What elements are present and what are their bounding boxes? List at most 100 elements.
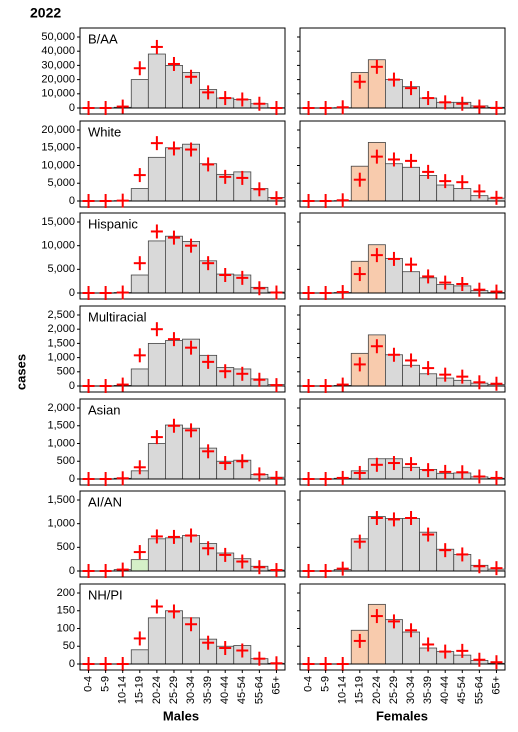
expected-marker [99, 657, 112, 671]
y-axis-label: cases [13, 354, 28, 390]
expected-marker [456, 369, 469, 384]
expected-marker [405, 510, 418, 525]
expected-marker [185, 69, 198, 84]
y-tick-label: 150 [57, 605, 75, 617]
expected-marker [236, 643, 249, 658]
y-tick-label: 0 [69, 473, 75, 485]
expected-marker [439, 174, 452, 189]
y-tick-label: 500 [57, 541, 75, 553]
expected-marker [253, 467, 266, 482]
bar [419, 175, 438, 202]
expected-marker [236, 270, 249, 285]
expected-marker [422, 91, 435, 106]
y-tick-label: 200 [57, 587, 75, 599]
x-tick-label: 45-54 [456, 676, 468, 704]
expected-marker [253, 96, 266, 111]
expected-marker [219, 547, 232, 562]
expected-marker [490, 470, 503, 485]
expected-marker [370, 609, 383, 624]
expected-marker [167, 604, 180, 619]
bar [130, 649, 149, 665]
bar [165, 340, 183, 387]
y-tick-label: 20,000 [41, 74, 75, 86]
expected-marker [387, 152, 400, 167]
y-tick-label: 0 [69, 565, 75, 577]
expected-marker [116, 471, 129, 486]
expected-marker [387, 72, 400, 87]
expected-marker [202, 541, 215, 556]
bar [402, 271, 420, 294]
expected-marker [133, 168, 146, 183]
expected-marker [270, 191, 283, 206]
y-tick-label: 0 [69, 380, 75, 392]
x-tick-label: 10-14 [117, 676, 129, 704]
expected-marker [270, 563, 283, 578]
expected-marker [473, 184, 486, 199]
expected-marker [405, 81, 418, 96]
expected-marker [133, 61, 146, 76]
expected-marker [116, 657, 129, 671]
x-axis-label: Males [163, 708, 199, 723]
bar [165, 424, 183, 480]
x-tick-label: 35-39 [202, 676, 214, 704]
expected-marker [319, 101, 332, 115]
bar [130, 188, 149, 202]
expected-marker [219, 456, 232, 471]
y-tick-label: 0 [69, 287, 75, 299]
bar [165, 65, 183, 109]
expected-marker [82, 101, 95, 115]
bar [147, 53, 166, 109]
expected-marker [302, 379, 315, 393]
panel-label: Asian [88, 402, 121, 417]
bar [130, 368, 149, 387]
expected-marker [202, 444, 215, 459]
expected-marker [473, 559, 486, 574]
y-tick-label: 1,500 [47, 494, 75, 506]
expected-marker [336, 193, 349, 208]
panel-frame [79, 305, 286, 393]
bar [165, 147, 183, 202]
y-tick-label: 5,000 [47, 263, 75, 275]
y-tick-label: 1,000 [47, 352, 75, 364]
expected-marker [336, 657, 349, 671]
expected-marker [270, 101, 283, 115]
expected-marker [456, 175, 469, 190]
expected-marker [116, 562, 129, 577]
expected-marker [202, 256, 215, 271]
panel-frame [79, 27, 286, 115]
expected-marker [167, 56, 180, 71]
y-tick-label: 50 [63, 640, 75, 652]
bar [419, 373, 438, 387]
panel-frame [299, 583, 506, 671]
expected-marker [439, 644, 452, 659]
expected-marker [82, 286, 95, 300]
x-tick-label: 55-64 [473, 676, 485, 704]
expected-marker [336, 561, 349, 576]
expected-marker [133, 256, 146, 271]
expected-marker [116, 377, 129, 392]
expected-marker [150, 599, 163, 614]
bar [130, 274, 149, 294]
expected-marker [219, 641, 232, 656]
panel-frame [299, 27, 506, 115]
bar [147, 617, 166, 665]
y-tick-label: 2,000 [47, 323, 75, 335]
expected-marker [370, 248, 383, 263]
expected-marker [439, 464, 452, 479]
expected-marker [202, 635, 215, 650]
expected-marker [353, 172, 366, 187]
expected-marker [219, 364, 232, 379]
expected-marker [456, 96, 469, 111]
bar [147, 156, 166, 202]
bar [165, 610, 183, 665]
expected-marker [99, 379, 112, 393]
expected-marker [133, 460, 146, 475]
expected-marker [387, 347, 400, 362]
bar [147, 342, 166, 387]
expected-marker [219, 169, 232, 184]
panel-frame [79, 212, 286, 300]
y-tick-label: 10,000 [41, 240, 75, 252]
expected-marker [270, 470, 283, 485]
x-tick-label: 45-54 [236, 676, 248, 704]
